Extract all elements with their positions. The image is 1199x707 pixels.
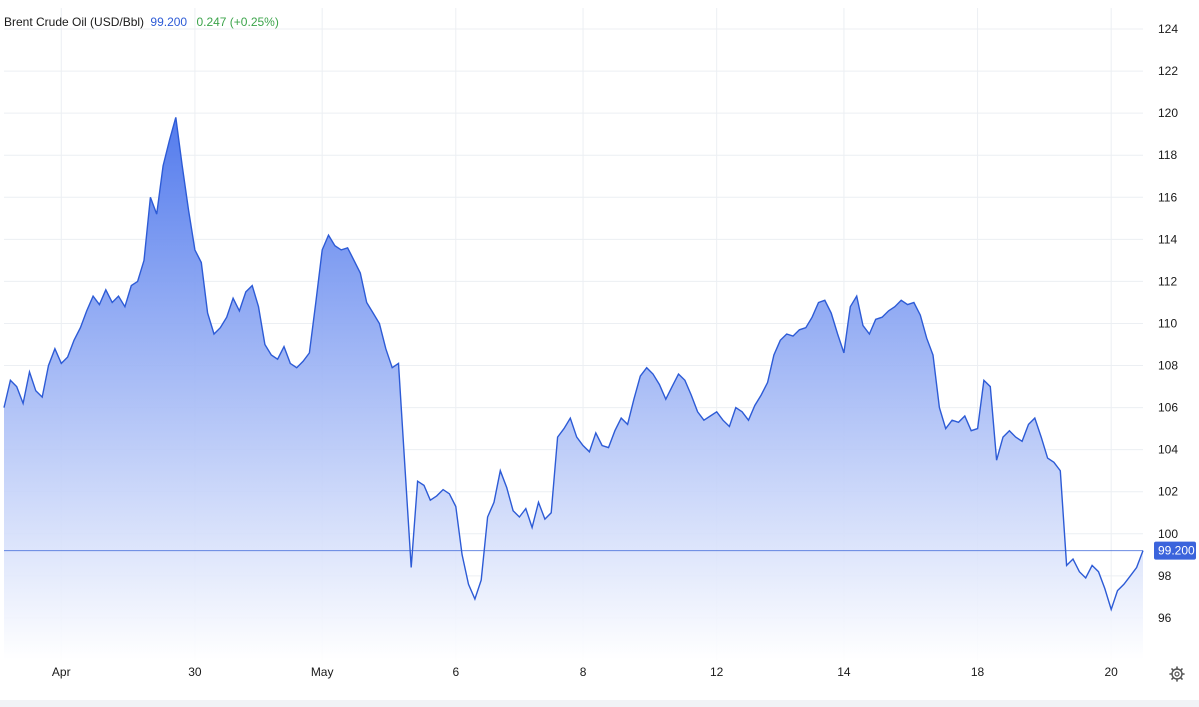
y-tick-label: 102 [1158, 485, 1178, 499]
chart-legend: Brent Crude Oil (USD/Bbl) 99.200 0.247 (… [4, 15, 279, 29]
x-axis: Apr30May68121418202226 [52, 665, 1119, 679]
y-tick-label: 98 [1158, 569, 1172, 583]
y-tick-label: 114 [1158, 232, 1177, 246]
price-change: 0.247 (+0.25%) [196, 15, 279, 29]
y-tick-label: 124 [1158, 22, 1178, 36]
current-price: 99.200 [150, 15, 188, 29]
x-tick-label: 12 [710, 665, 724, 679]
y-tick-label: 120 [1158, 106, 1178, 120]
y-axis: 96 98 100 102 104 106 108 110 112 114 116 118 120 122… [1158, 22, 1178, 625]
y-tick-label: 106 [1158, 401, 1178, 415]
x-tick-label: 8 [580, 665, 587, 679]
x-tick-label: May [311, 665, 334, 679]
x-tick-label: 20 [1105, 665, 1119, 679]
x-tick-label: Apr [52, 665, 71, 679]
last-price-label: 99.200 [1154, 541, 1196, 560]
footer-strip [0, 700, 1199, 707]
gear-icon[interactable] [1169, 666, 1185, 682]
x-tick-label: 30 [188, 665, 202, 679]
area-fill [4, 117, 1143, 660]
y-tick-label: 116 [1158, 190, 1177, 204]
y-tick-label: 96 [1158, 611, 1172, 625]
x-tick-label: 14 [837, 665, 851, 679]
x-tick-label: 18 [971, 665, 985, 679]
y-tick-label: 112 [1158, 274, 1177, 288]
y-tick-label: 118 [1158, 148, 1177, 162]
y-tick-label: 100 [1158, 527, 1178, 541]
instrument-name: Brent Crude Oil (USD/Bbl) [4, 15, 145, 29]
y-tick-label: 104 [1158, 443, 1178, 457]
y-tick-label: 110 [1158, 316, 1177, 330]
svg-text:99.200: 99.200 [1158, 544, 1195, 558]
y-tick-label: 122 [1158, 64, 1178, 78]
price-line [3, 117, 1144, 612]
x-tick-label: 6 [452, 665, 459, 679]
y-tick-label: 108 [1158, 359, 1178, 373]
